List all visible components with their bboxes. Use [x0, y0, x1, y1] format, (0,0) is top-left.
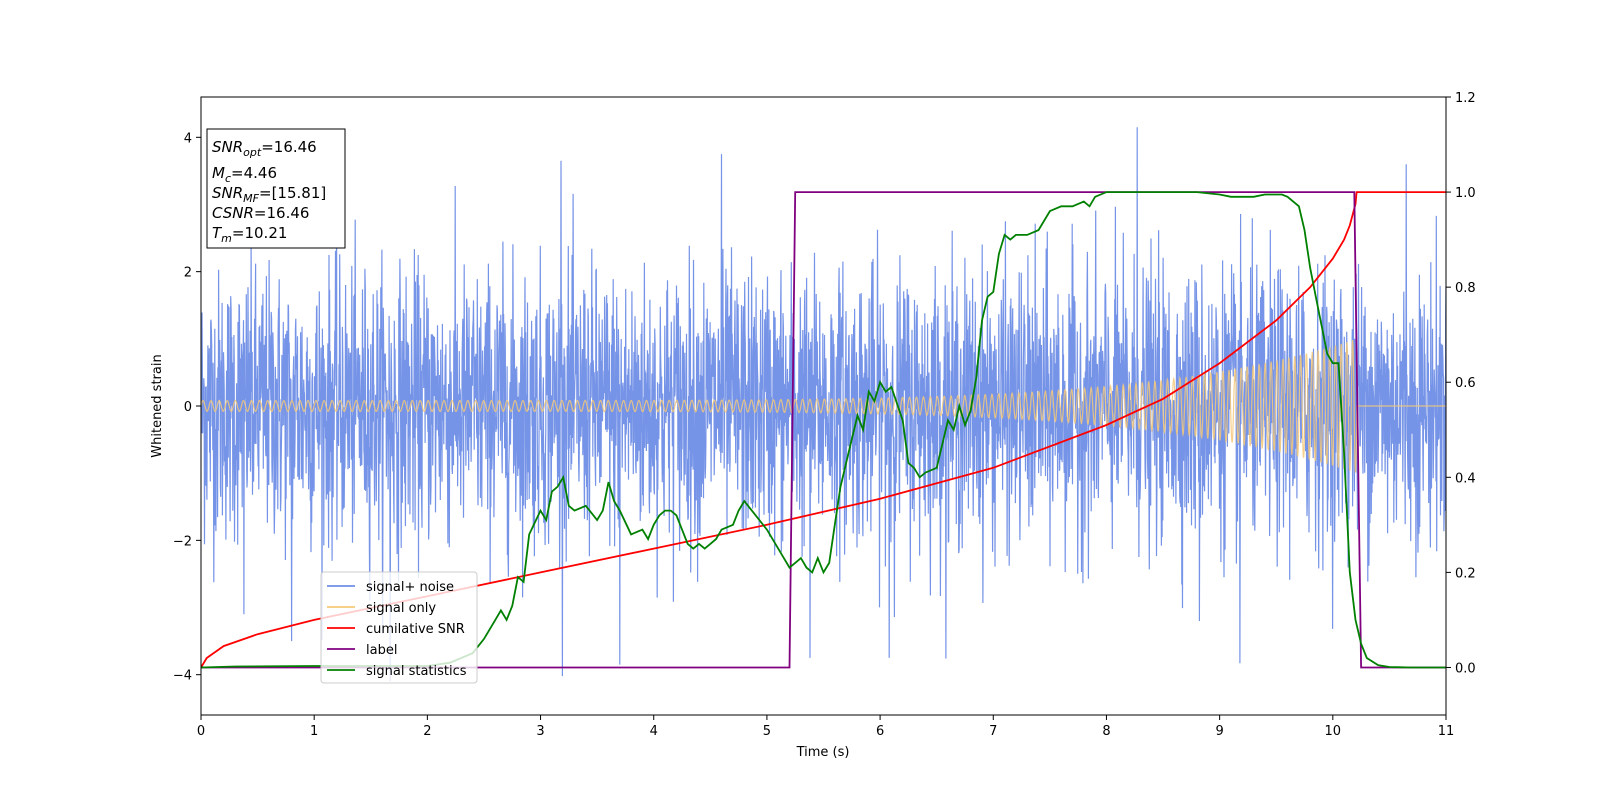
legend-label: signal only	[366, 601, 436, 616]
series-signal-only	[201, 340, 1446, 473]
series-signal-statistics	[201, 191, 1446, 669]
x-tick-label: 3	[536, 724, 544, 739]
y2-tick-label: 0.2	[1455, 566, 1476, 581]
annotation-snr-opt: SNRopt=16.46	[212, 138, 317, 159]
x-tick-label: 4	[650, 724, 658, 739]
annotation-chirp-mass: Mc=4.46	[212, 164, 277, 185]
annotation-csnr: CSNR=16.46	[212, 204, 309, 222]
y2-tick-label: 0.4	[1455, 471, 1476, 486]
x-tick-label: 9	[1215, 724, 1223, 739]
y-tick-label: −2	[173, 534, 192, 549]
y2-tick-label: 0.8	[1455, 281, 1476, 296]
stats-annotation-box: SNRopt=16.46 Mc=4.46 SNRMF=[15.81] CSNR=…	[206, 128, 346, 249]
y2-tick-label: 1.2	[1455, 91, 1476, 106]
x-axis: 0 1 2 3 4 5 6 7 8 9 10 11	[197, 715, 1454, 739]
y2-tick-label: 1.0	[1455, 186, 1476, 201]
y-axis-left: −4 −2 0 2 4	[173, 131, 201, 684]
x-tick-label: 11	[1438, 724, 1455, 739]
y2-tick-label: 0.6	[1455, 376, 1476, 391]
x-axis-label: Time (s)	[796, 745, 850, 760]
y-tick-label: 4	[184, 131, 192, 146]
series-layer	[201, 127, 1446, 682]
series-label	[201, 191, 1446, 669]
series-signal-noise	[201, 127, 1446, 682]
y-tick-label: 0	[184, 400, 192, 415]
legend-label: cumilative SNR	[366, 622, 465, 637]
x-tick-label: 1	[310, 724, 318, 739]
x-tick-label: 6	[876, 724, 884, 739]
y-tick-label: 2	[184, 266, 192, 281]
x-tick-label: 0	[197, 724, 205, 739]
legend-label: label	[366, 643, 397, 658]
legend-label: signal statistics	[366, 664, 467, 679]
y-tick-label: −4	[173, 669, 192, 684]
y-axis-label: Whitened strain	[150, 354, 165, 457]
annotation-snr-mf: SNRMF=[15.81]	[212, 184, 326, 205]
legend-label: signal+ noise	[366, 580, 454, 595]
y-axis-right: 0.0 0.2 0.4 0.6 0.8 1.0 1.2	[1446, 91, 1476, 676]
x-tick-label: 7	[989, 724, 997, 739]
y2-tick-label: 0.0	[1455, 661, 1476, 676]
x-tick-label: 5	[763, 724, 771, 739]
legend: signal+ noise signal only cumilative SNR la…	[320, 571, 478, 684]
annotation-merger-time: Tm=10.21	[212, 224, 287, 245]
series-cumilative-snr	[201, 191, 1446, 668]
x-tick-label: 2	[423, 724, 431, 739]
x-tick-label: 8	[1102, 724, 1110, 739]
x-tick-label: 10	[1325, 724, 1342, 739]
